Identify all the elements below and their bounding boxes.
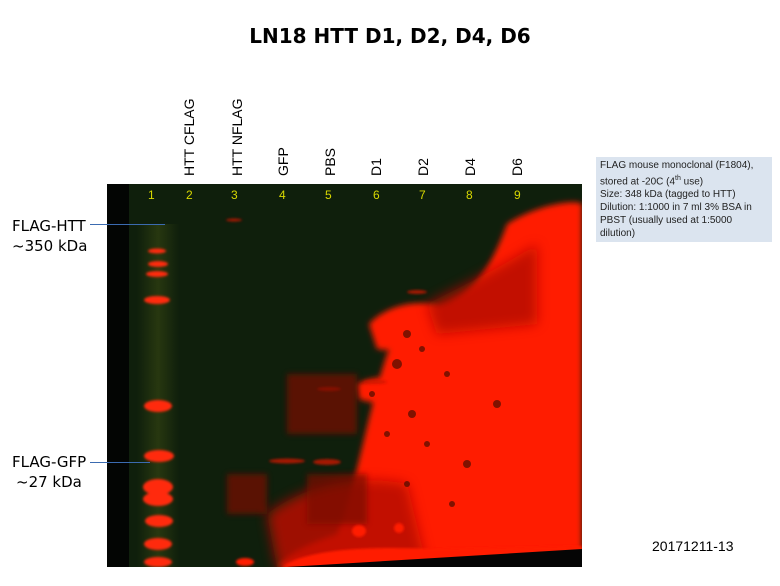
- lane-label-gfp: GFP: [275, 147, 291, 176]
- marker-line-gfp: [90, 462, 150, 463]
- lane-number-1: 1: [148, 188, 155, 202]
- image-id: 20171211-13: [652, 538, 734, 554]
- lane-number-4: 4: [279, 188, 286, 202]
- marker-size-gfp: ~27 kDa: [16, 473, 82, 491]
- notes-line-2-end: use): [680, 176, 704, 188]
- lane-label-pbs: PBS: [322, 147, 338, 176]
- lane-number-9: 9: [514, 188, 521, 202]
- notes-line-5: PBST (usually used at 1:5000: [600, 215, 733, 227]
- lane-number-3: 3: [231, 188, 238, 202]
- lane-number-7: 7: [419, 188, 426, 202]
- marker-name-gfp: FLAG-GFP: [12, 453, 87, 471]
- lane-number-6: 6: [373, 188, 380, 202]
- lane-label-d2: D2: [415, 158, 431, 176]
- notes-line-2: stored at -20C (4th use): [600, 172, 768, 188]
- notes-line-2-sup: th: [675, 175, 681, 182]
- notes-line-6: dilution): [600, 228, 636, 240]
- lane-number-8: 8: [466, 188, 473, 202]
- marker-size-htt: ~350 kDa: [12, 237, 88, 255]
- lane-label-htt-nflag: HTT NFLAG: [229, 98, 245, 176]
- notes-line-3: Size: 348 kDa (tagged to HTT): [600, 189, 736, 201]
- marker-label-flag-gfp: FLAG-GFP ~27 kDa: [12, 452, 86, 492]
- lane-label-d1: D1: [368, 158, 384, 176]
- lane-label-d4: D4: [462, 158, 478, 176]
- lane-number-2: 2: [186, 188, 193, 202]
- western-blot-image: [107, 184, 582, 567]
- lane-number-5: 5: [325, 188, 332, 202]
- marker-label-flag-htt: FLAG-HTT ~350 kDa: [12, 216, 87, 256]
- notes-line-2-text: stored at -20C (4: [600, 176, 676, 188]
- lane-label-htt-cflag: HTT CFLAG: [181, 98, 197, 176]
- figure-title: LN18 HTT D1, D2, D4, D6: [249, 24, 531, 48]
- marker-name-htt: FLAG-HTT: [12, 217, 86, 235]
- antibody-notes: FLAG mouse monoclonal (F1804), stored at…: [596, 157, 772, 243]
- notes-line-4: Dilution: 1:1000 in 7 ml 3% BSA in: [600, 202, 752, 214]
- notes-line-1: FLAG mouse monoclonal (F1804),: [600, 160, 754, 171]
- marker-line-htt: [90, 224, 165, 225]
- lane-label-d6: D6: [509, 158, 525, 176]
